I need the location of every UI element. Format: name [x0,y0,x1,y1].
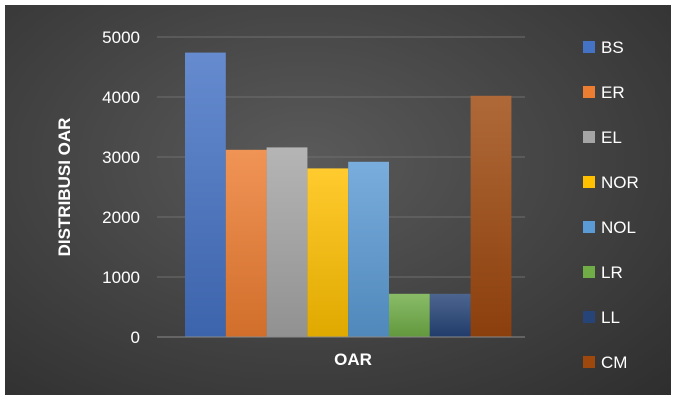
legend-swatch-ll [583,311,595,323]
bar-nol [348,161,389,337]
bar-bs [185,52,226,337]
y-axis-ticks: 0 1000 2000 3000 4000 5000 [102,28,140,347]
legend-swatch-cm [583,356,595,368]
legend-swatch-er [583,86,595,98]
legend-label-bs: BS [601,38,624,57]
y-tick-label: 2000 [102,208,140,227]
bar-ll [429,293,471,337]
legend-swatch-nol [583,221,595,233]
bar-er [225,149,267,337]
y-tick-label: 3000 [102,148,140,167]
legend-swatch-bs [583,41,595,53]
x-axis-title: OAR [334,350,372,369]
bar-lr [389,293,430,337]
legend-label-nor: NOR [601,173,639,192]
legend-label-er: ER [601,83,625,102]
bar-el [266,147,308,337]
legend-swatch-nor [583,176,595,188]
legend-swatch-lr [583,266,595,278]
y-tick-label: 5000 [102,28,140,47]
y-tick-label: 4000 [102,88,140,107]
legend-label-cm: CM [601,353,627,372]
bar-nor [307,168,349,337]
y-axis-title: DISTRIBUSI OAR [55,118,74,257]
legend: BS ER EL NOR NOL LR LL CM [583,38,639,372]
y-tick-label: 1000 [102,268,140,287]
bar-cm [470,95,512,337]
legend-swatch-el [583,131,595,143]
legend-label-nol: NOL [601,218,636,237]
legend-label-el: EL [601,128,622,147]
legend-label-ll: LL [601,308,620,327]
y-tick-label: 0 [131,328,140,347]
bars [185,52,512,337]
legend-label-lr: LR [601,263,623,282]
